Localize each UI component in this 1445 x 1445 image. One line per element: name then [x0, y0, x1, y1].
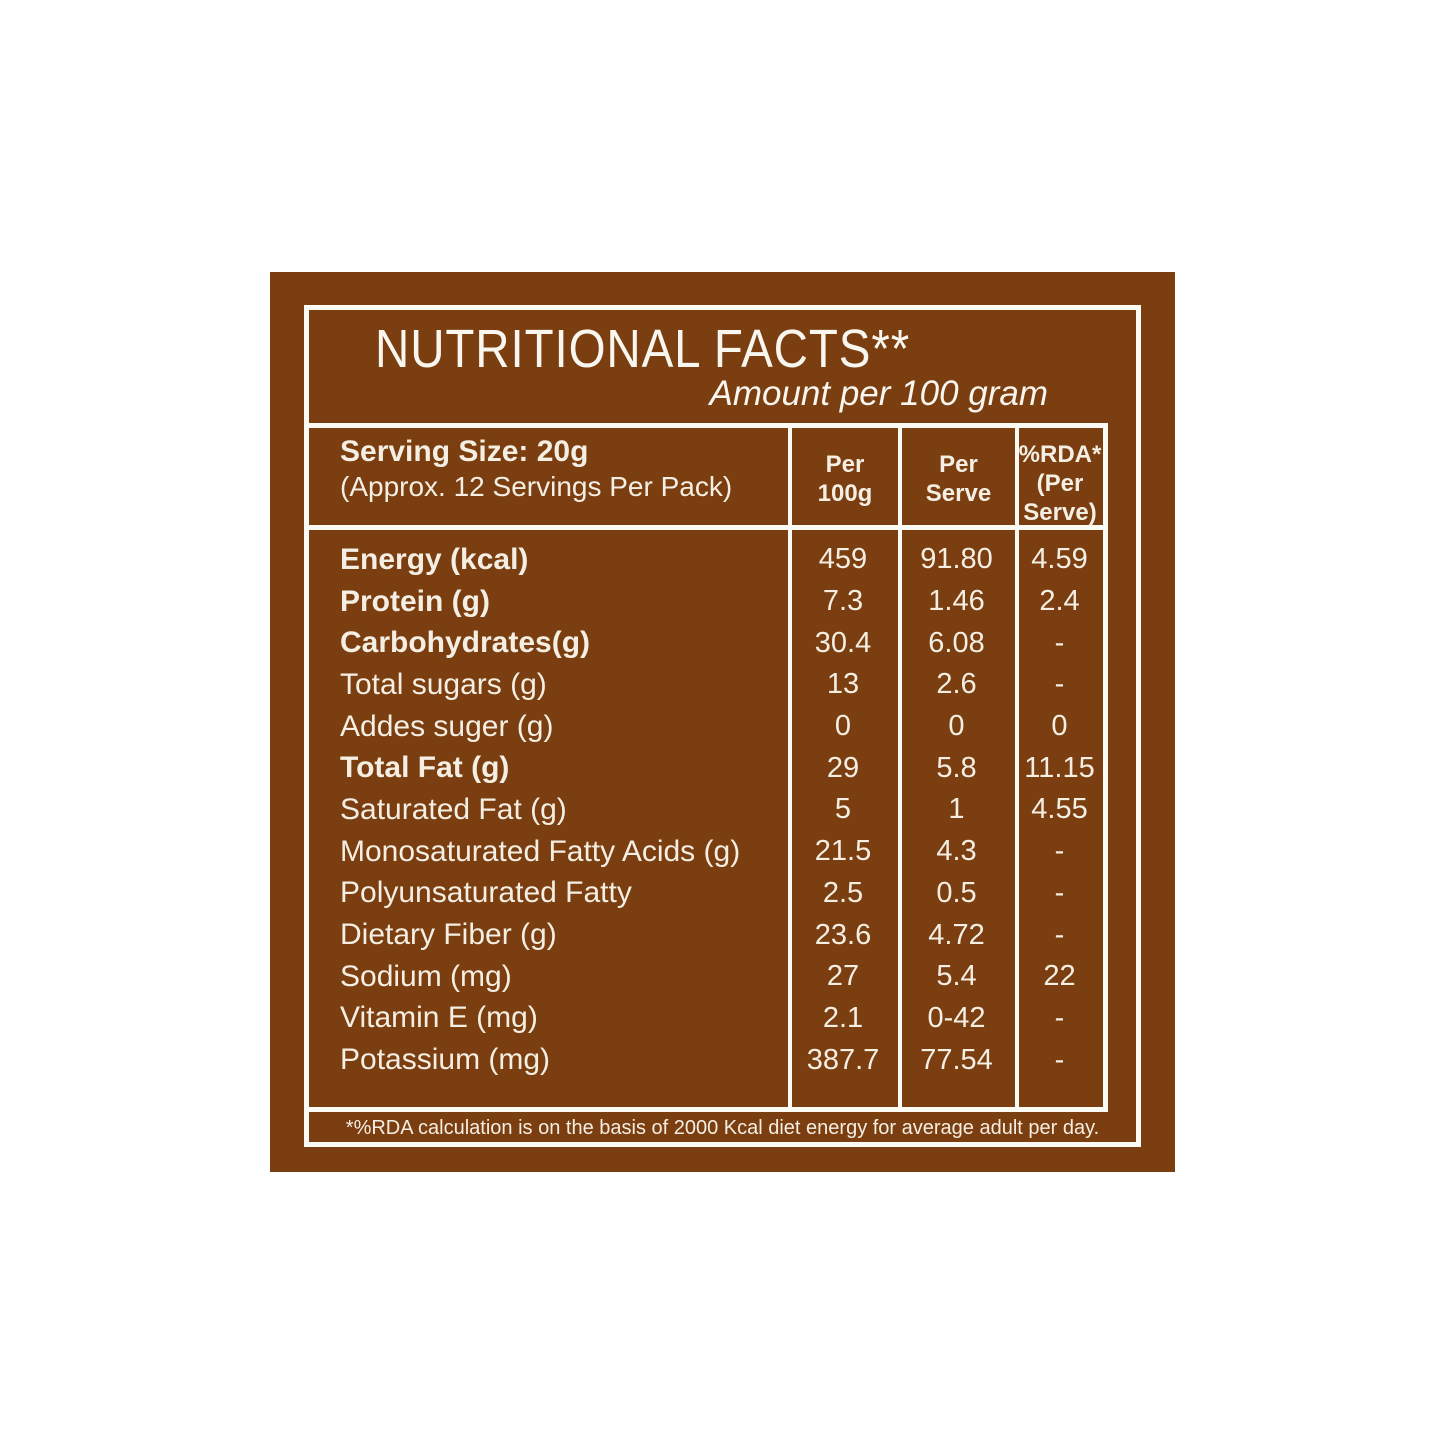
row-label: Monosaturated Fatty Acids (g) [340, 834, 741, 868]
table-row: Energy (kcal) 459 91.80 4.59 [309, 539, 1104, 581]
row-label: Polyunsaturated Fatty [340, 876, 632, 910]
table-column-divider-3 [1015, 425, 1019, 1111]
row-value-per-serve: 0-42 [927, 1001, 986, 1034]
row-value-per-serve: 0.5 [936, 876, 977, 909]
table-right-edge-line [1103, 425, 1108, 1111]
row-value-rda-per-serve: 4.59 [1031, 543, 1088, 576]
row-value-per-100g: 5 [834, 793, 852, 826]
row-value-per-100g: 30.4 [814, 626, 872, 659]
serving-size-block: Serving Size: 20g (Approx. 12 Servings P… [340, 434, 732, 503]
row-value-per-100g: 0 [834, 710, 852, 743]
row-value-per-100g: 27 [826, 960, 860, 993]
row-value-per-100g: 13 [826, 668, 860, 701]
row-label: Energy (kcal) [340, 542, 529, 576]
table-column-divider-1 [788, 425, 792, 1111]
column-header-per-100g: Per 100g [792, 450, 898, 508]
column-header-line: Per [825, 451, 865, 478]
row-value-rda-per-serve: - [1054, 626, 1065, 659]
row-value-per-serve: 4.3 [936, 835, 977, 868]
row-value-per-serve: 5.4 [936, 960, 977, 993]
row-value-rda-per-serve: 0 [1051, 710, 1068, 743]
serving-size-subtitle: (Approx. 12 Servings Per Pack) [340, 471, 733, 502]
row-value-rda-per-serve: - [1054, 668, 1065, 701]
column-header-line: 100g [817, 480, 873, 507]
row-value-rda-per-serve: - [1054, 835, 1065, 868]
row-value-per-serve: 4.72 [928, 918, 985, 951]
table-row: Vitamin E (mg) 2.1 0-42 - [309, 998, 1104, 1040]
table-row: Dietary Fiber (g) 23.6 4.72 - [309, 914, 1104, 956]
table-line-header-top [309, 423, 1108, 428]
table-row: Potassium (mg) 387.7 77.54 - [309, 1039, 1104, 1081]
row-label: Dietary Fiber (g) [340, 918, 557, 952]
rda-footnote: *%RDA calculation is on the basis of 200… [345, 1117, 1100, 1139]
label-subtitle: Amount per 100 gram [709, 374, 1048, 413]
column-header-per-serve: Per Serve [902, 450, 1015, 508]
row-value-per-100g: 7.3 [822, 585, 864, 618]
row-value-per-100g: 2.5 [822, 876, 864, 909]
table-row: Monosaturated Fatty Acids (g) 21.5 4.3 - [309, 831, 1104, 873]
row-label: Addes suger (g) [340, 709, 554, 743]
row-value-rda-per-serve: - [1054, 876, 1065, 909]
table-row: Polyunsaturated Fatty 2.5 0.5 - [309, 873, 1104, 915]
row-value-per-serve: 1.46 [928, 585, 985, 618]
table-row: Sodium (mg) 27 5.4 22 [309, 956, 1104, 998]
row-label: Protein (g) [340, 584, 490, 618]
table-row: Addes suger (g) 0 0 0 [309, 706, 1104, 748]
row-value-per-100g: 387.7 [806, 1043, 880, 1076]
table-row: Carbohydrates(g) 30.4 6.08 - [309, 622, 1104, 664]
row-value-per-serve: 1 [948, 793, 965, 826]
label-inner-border [304, 305, 1141, 1147]
table-row: Saturated Fat (g) 5 1 4.55 [309, 789, 1104, 831]
column-header-line: (Per [1036, 470, 1084, 497]
table-row: Protein (g) 7.3 1.46 2.4 [309, 581, 1104, 623]
row-value-rda-per-serve: 22 [1043, 960, 1076, 993]
row-value-per-100g: 21.5 [814, 835, 872, 868]
row-value-per-serve: 6.08 [928, 626, 985, 659]
column-header-line: %RDA* [1018, 441, 1102, 468]
row-value-rda-per-serve: 2.4 [1039, 585, 1080, 618]
table-rows: Energy (kcal) 459 91.80 4.59 Protein (g)… [309, 539, 1104, 1081]
column-header-line: Serve [925, 480, 992, 507]
row-value-per-serve: 0 [948, 710, 965, 743]
row-label: Potassium (mg) [340, 1043, 551, 1077]
row-value-per-serve: 91.80 [920, 543, 993, 576]
row-label: Vitamin E (mg) [340, 1001, 538, 1035]
row-value-per-serve: 77.54 [920, 1043, 993, 1076]
row-label: Sodium (mg) [340, 959, 512, 993]
column-header-line: Per [939, 451, 978, 478]
column-header-rda-per-serve: %RDA* (Per Serve) [1012, 440, 1108, 527]
column-header-line: Serve) [1023, 499, 1097, 526]
row-value-rda-per-serve: - [1054, 1001, 1065, 1034]
row-label: Total sugars (g) [340, 667, 547, 701]
table-line-header-bottom [309, 525, 1108, 530]
row-value-per-100g: 2.1 [822, 1001, 864, 1034]
row-label: Carbohydrates(g) [340, 626, 591, 660]
table-line-bottom [309, 1107, 1108, 1112]
row-value-rda-per-serve: - [1054, 918, 1065, 951]
table-row: Total Fat (g) 29 5.8 11.15 [309, 747, 1104, 789]
serving-size-title: Serving Size: 20g [340, 435, 589, 468]
row-label: Saturated Fat (g) [340, 792, 567, 826]
row-value-rda-per-serve: - [1054, 1043, 1065, 1076]
row-label: Total Fat (g) [340, 751, 510, 785]
row-value-per-serve: 2.6 [936, 668, 977, 701]
table-column-divider-2 [898, 425, 902, 1111]
nutrition-label: NUTRITIONAL FACTS** Amount per 100 gram … [270, 272, 1175, 1172]
table-row: Total sugars (g) 13 2.6 - [309, 664, 1104, 706]
row-value-per-100g: 459 [818, 543, 868, 576]
row-value-rda-per-serve: 4.55 [1031, 793, 1088, 826]
label-title: NUTRITIONAL FACTS** [375, 319, 911, 379]
row-value-per-100g: 29 [826, 751, 860, 784]
row-value-per-serve: 5.8 [936, 751, 977, 784]
row-value-per-100g: 23.6 [814, 918, 872, 951]
row-value-rda-per-serve: 11.15 [1024, 751, 1095, 784]
